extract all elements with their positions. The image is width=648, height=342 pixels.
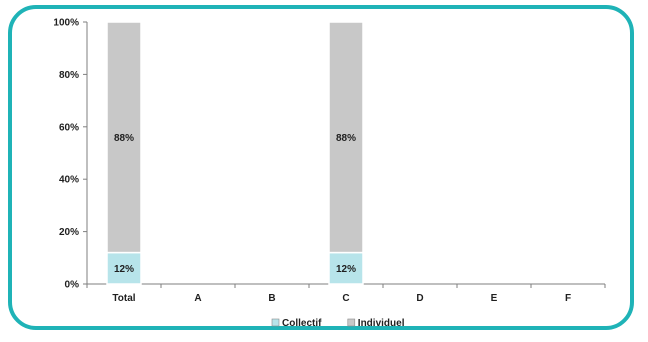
legend-swatch-individuel: [347, 318, 356, 327]
y-tick-label: 80%: [59, 70, 79, 81]
x-axis: Total A B C D E F: [86, 283, 606, 304]
x-tick-label: A: [194, 293, 201, 304]
bar-segment-individuel: [328, 21, 364, 254]
data-label: 88%: [336, 133, 356, 144]
legend-label: Individuel: [358, 318, 405, 329]
x-tick-label: E: [491, 293, 498, 304]
x-tick-label: D: [416, 293, 423, 304]
legend: Collectif Individuel: [271, 318, 405, 329]
x-tick-label: F: [565, 293, 571, 304]
y-tick-label: 40%: [59, 175, 79, 186]
y-tick-label: 60%: [59, 122, 79, 133]
x-tick-label: Total: [112, 293, 135, 304]
x-tick-label: C: [342, 293, 349, 304]
data-label: 12%: [114, 264, 134, 275]
bars: 12% 88% 12% 88%: [106, 21, 364, 285]
y-tick-label: 0%: [65, 280, 80, 291]
data-label: 12%: [336, 264, 356, 275]
legend-label: Collectif: [282, 318, 322, 329]
bar-segment-collectif: [328, 251, 364, 285]
bar-segment-individuel: [106, 21, 142, 254]
data-label: 88%: [114, 133, 134, 144]
legend-swatch-collectif: [271, 318, 280, 327]
y-tick-label: 100%: [53, 18, 79, 29]
y-axis: 0% 20% 40% 60% 80% 100%: [53, 18, 88, 291]
y-tick-label: 20%: [59, 227, 79, 238]
x-tick-label: B: [268, 293, 275, 304]
